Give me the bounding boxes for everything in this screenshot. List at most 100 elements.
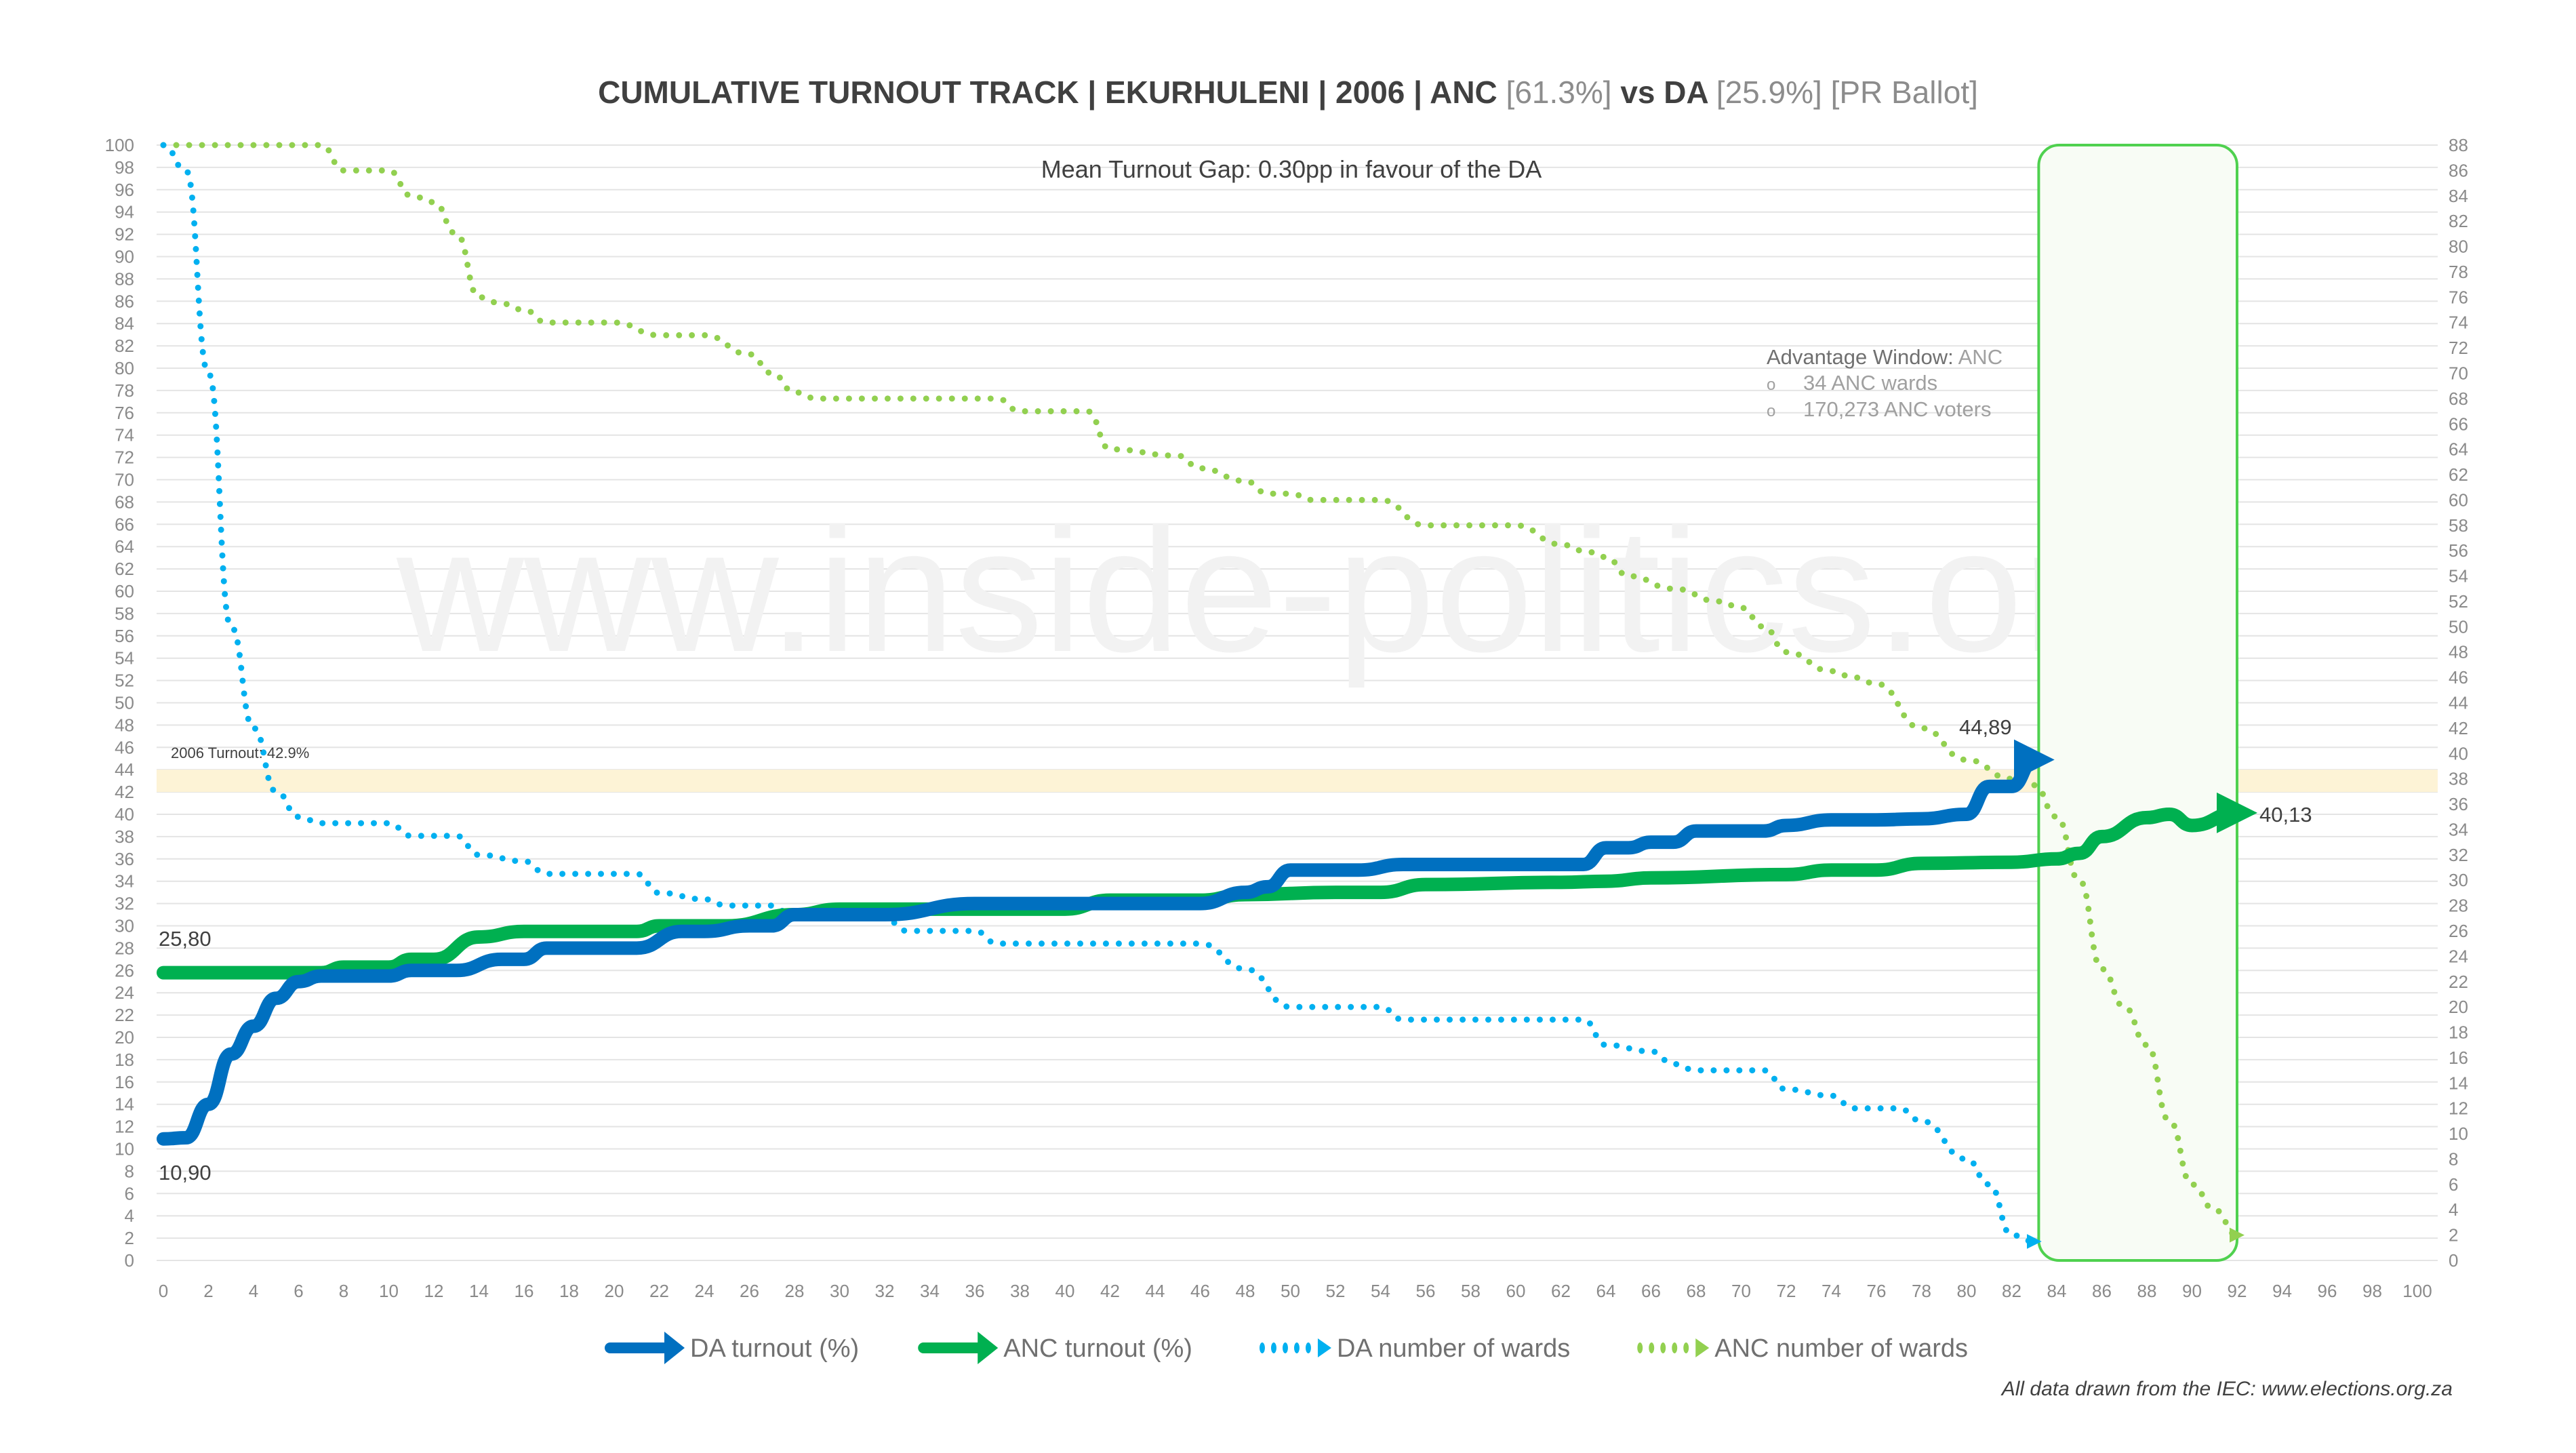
y-left-tick-label: 94 — [115, 202, 134, 222]
y-right-tick-label: 80 — [2449, 237, 2468, 257]
y-right-tick-label: 18 — [2449, 1022, 2468, 1043]
y-right-tick-label: 58 — [2449, 515, 2468, 536]
x-tick-label: 4 — [249, 1281, 258, 1301]
legend-dot — [1305, 1342, 1311, 1353]
x-tick-label: 6 — [294, 1281, 303, 1301]
y-left-tick-label: 16 — [115, 1072, 134, 1092]
series-line-da-number-of-wards — [160, 142, 2042, 1249]
y-right-tick-label: 62 — [2449, 464, 2468, 485]
y-left-tick-label: 12 — [115, 1117, 134, 1137]
y-left-tick-label: 38 — [115, 827, 134, 847]
y-left-tick-label: 88 — [115, 268, 134, 289]
x-tick-label: 50 — [1281, 1281, 1300, 1301]
y-left-tick-label: 58 — [115, 603, 134, 624]
y-right-tick-label: 20 — [2449, 997, 2468, 1017]
x-tick-label: 86 — [2092, 1281, 2112, 1301]
x-tick-label: 42 — [1100, 1281, 1120, 1301]
y-right-tick-label: 36 — [2449, 794, 2468, 814]
y-left-tick-label: 32 — [115, 894, 134, 914]
y-left-tick-label: 56 — [115, 626, 134, 646]
y-left-tick-label: 36 — [115, 849, 134, 869]
anc-start-label: 25,80 — [159, 927, 212, 951]
da-start-label: 10,90 — [159, 1161, 212, 1185]
x-tick-label: 28 — [785, 1281, 805, 1301]
legend-arrow-icon — [664, 1332, 685, 1364]
x-tick-label: 94 — [2272, 1281, 2292, 1301]
y-right-tick-label: 26 — [2449, 921, 2468, 941]
y-right-tick-label: 66 — [2449, 414, 2468, 434]
y-left-tick-label: 80 — [115, 358, 134, 378]
y-left-tick-label: 96 — [115, 180, 134, 200]
x-tick-label: 78 — [1912, 1281, 1931, 1301]
y-right-tick-label: 76 — [2449, 287, 2468, 307]
y-left-tick-label: 8 — [125, 1161, 134, 1181]
svg-text:Advantage Window: ANC: Advantage Window: ANC — [1767, 345, 2003, 369]
x-tick-label: 60 — [1506, 1281, 1526, 1301]
series-line-anc-turnout — [157, 792, 2257, 980]
y-right-tick-label: 48 — [2449, 642, 2468, 662]
legend-item: DA turnout (%) — [605, 1332, 859, 1364]
da-end-label: 44,89 — [1959, 715, 2012, 739]
legend-dot — [1270, 1342, 1276, 1353]
x-tick-label: 92 — [2228, 1281, 2247, 1301]
y-left-tick-label: 78 — [115, 380, 134, 401]
y-right-tick-label: 54 — [2449, 566, 2468, 586]
y-right-tick-label: 34 — [2449, 819, 2468, 839]
x-tick-label: 74 — [1822, 1281, 1841, 1301]
y-right-tick-label: 50 — [2449, 616, 2468, 637]
x-tick-label: 2 — [203, 1281, 213, 1301]
series-line-anc-number-of-wards — [160, 142, 2245, 1243]
y-left-tick-label: 10 — [115, 1139, 134, 1159]
legend-arrow-icon — [1317, 1338, 1331, 1357]
x-tick-label: 98 — [2362, 1281, 2382, 1301]
legend-arrow-icon — [1695, 1338, 1710, 1357]
y-left-tick-label: 26 — [115, 960, 134, 980]
y-left-tick-label: 22 — [115, 1005, 134, 1025]
legend-label: ANC turnout (%) — [1003, 1334, 1192, 1363]
x-tick-label: 26 — [740, 1281, 759, 1301]
series-line-da-turnout — [157, 739, 2055, 1146]
y-left-tick-label: 74 — [115, 425, 134, 445]
legend-arrow-icon — [978, 1332, 999, 1364]
legend-dot — [1282, 1342, 1288, 1353]
y-right-tick-label: 60 — [2449, 490, 2468, 510]
y-left-tick-label: 92 — [115, 224, 134, 245]
x-tick-label: 34 — [920, 1281, 940, 1301]
y-right-tick-label: 4 — [2449, 1199, 2458, 1220]
y-right-tick-label: 14 — [2449, 1073, 2468, 1093]
anc-end-label: 40,13 — [2259, 803, 2312, 827]
y-right-tick-label: 10 — [2449, 1123, 2468, 1144]
y-right-tick-label: 2 — [2449, 1225, 2458, 1246]
y-left-tick-label: 62 — [115, 559, 134, 579]
y-left-tick-label: 84 — [115, 313, 134, 334]
y-left-tick-label: 44 — [115, 759, 134, 780]
advantage-window — [2037, 144, 2238, 1262]
y-right-tick-label: 70 — [2449, 363, 2468, 383]
legend-dot — [1637, 1342, 1643, 1353]
x-tick-label: 66 — [1641, 1281, 1661, 1301]
y-left-tick-label: 98 — [115, 157, 134, 178]
x-tick-label: 72 — [1777, 1281, 1796, 1301]
y-left-tick-label: 46 — [115, 737, 134, 757]
y-left-tick-label: 86 — [115, 291, 134, 311]
x-tick-label: 22 — [649, 1281, 669, 1301]
x-tick-label: 40 — [1055, 1281, 1075, 1301]
y-left-tick-label: 34 — [115, 871, 134, 892]
y-right-tick-label: 52 — [2449, 591, 2468, 612]
x-tick-label: 18 — [559, 1281, 579, 1301]
y-right-tick-label: 64 — [2449, 439, 2468, 460]
y-left-tick-label: 2 — [125, 1228, 134, 1248]
svg-text:o: o — [1767, 402, 1775, 420]
legend-label: DA turnout (%) — [690, 1334, 859, 1363]
x-tick-label: 14 — [469, 1281, 489, 1301]
x-tick-label: 0 — [159, 1281, 168, 1301]
y-left-tick-label: 30 — [115, 916, 134, 936]
y-right-tick-label: 56 — [2449, 540, 2468, 561]
x-tick-label: 68 — [1687, 1281, 1706, 1301]
y-right-tick-label: 38 — [2449, 769, 2468, 789]
x-tick-label: 90 — [2182, 1281, 2202, 1301]
y-right-tick-label: 88 — [2449, 135, 2468, 155]
y-right-tick-label: 32 — [2449, 845, 2468, 865]
y-right-tick-label: 78 — [2449, 262, 2468, 282]
